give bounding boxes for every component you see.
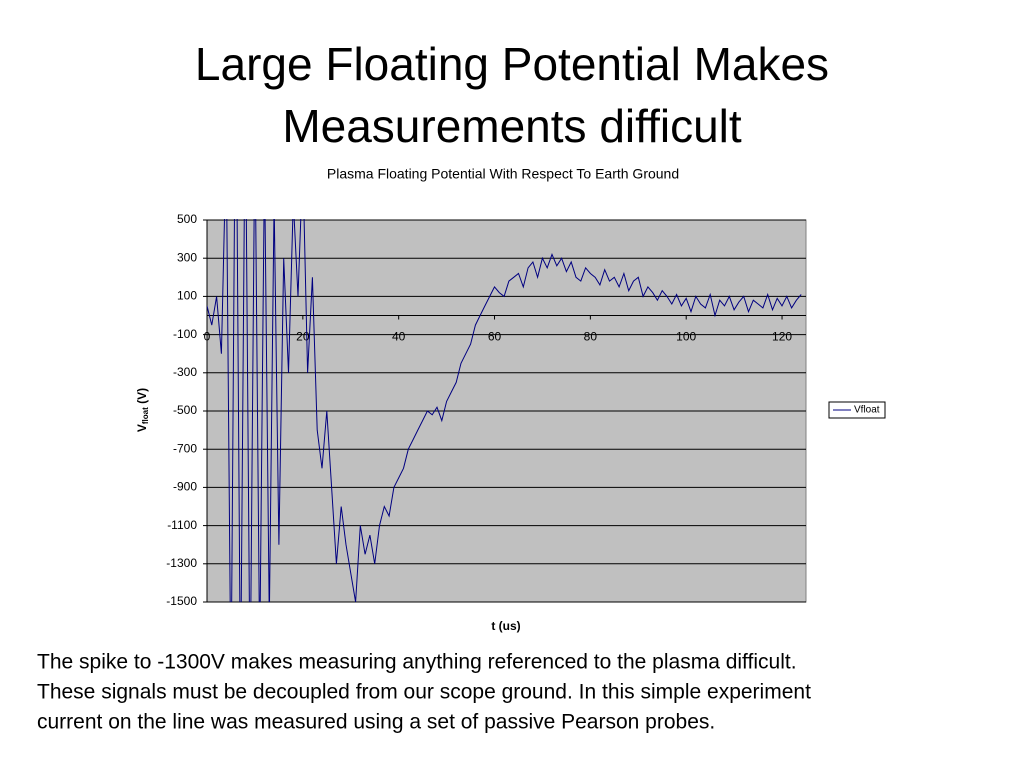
x-tick-label: 40 bbox=[392, 330, 406, 344]
y-tick-label: -500 bbox=[173, 403, 197, 417]
legend-box bbox=[828, 401, 886, 419]
x-tick-label: 80 bbox=[584, 330, 598, 344]
y-tick-label: -1300 bbox=[166, 556, 197, 570]
slide-title: Large Floating Potential Makes bbox=[195, 38, 829, 90]
series-line bbox=[207, 219, 802, 602]
plot: 500 300 100 -100 -300 -500 -700 -900 -1100 -1300 -… bbox=[166, 212, 886, 608]
y-tick-label: -1100 bbox=[167, 518, 197, 532]
x-tick-label: 60 bbox=[488, 330, 502, 344]
x-tick-label: 100 bbox=[676, 330, 696, 344]
slide-title: Measurements difficult bbox=[282, 100, 742, 152]
y-tick-label: -900 bbox=[173, 480, 197, 494]
x-tick-label: 20 bbox=[296, 330, 310, 344]
y-label-sub: float bbox=[141, 407, 150, 424]
y-tick-label: -700 bbox=[173, 441, 197, 455]
x-axis-label: t (us) bbox=[491, 619, 520, 633]
legend-label: Vfloat bbox=[854, 405, 880, 416]
y-tick-label: 500 bbox=[177, 212, 197, 226]
x-tick-label: 120 bbox=[772, 330, 792, 344]
y-tick-label: 300 bbox=[177, 250, 197, 264]
y-axis-label: Vfloat (V) bbox=[135, 388, 150, 432]
y-label-main: V bbox=[135, 424, 149, 432]
x-tick-label: 0 bbox=[204, 330, 211, 344]
y-tick-label: -100 bbox=[173, 327, 197, 341]
chart-title: Plasma Floating Potential With Respect T… bbox=[327, 166, 679, 182]
body-text: current on the line was measured using a… bbox=[37, 711, 715, 734]
y-tick-label: -300 bbox=[173, 365, 197, 379]
y-tick-label: 100 bbox=[177, 289, 197, 303]
y-label-suffix: (V) bbox=[135, 388, 149, 407]
y-tick-label: -1500 bbox=[166, 594, 197, 608]
series-group bbox=[207, 219, 802, 602]
body-text: These signals must be decoupled from our… bbox=[37, 681, 811, 704]
body-text: The spike to -1300V makes measuring anyt… bbox=[37, 651, 797, 674]
